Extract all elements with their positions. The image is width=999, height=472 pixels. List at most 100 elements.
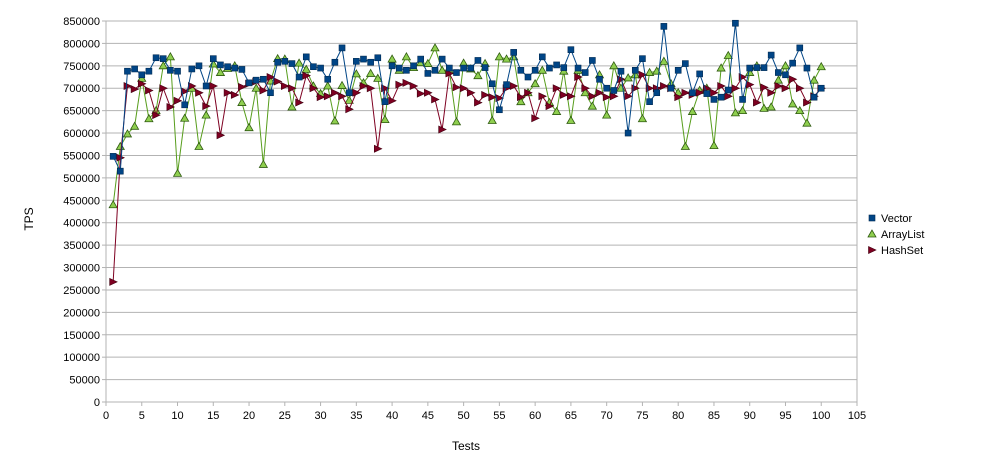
hashset-point-60 bbox=[531, 114, 540, 123]
hashset-point-32 bbox=[331, 88, 340, 97]
y-tick-label-10: 500000 bbox=[63, 173, 100, 185]
hashset-point-61 bbox=[538, 92, 548, 101]
hashset-point-27 bbox=[295, 98, 304, 107]
vector-point-48 bbox=[446, 64, 453, 72]
vector-point-98 bbox=[803, 64, 811, 72]
x-tick-label-4: 20 bbox=[243, 410, 255, 422]
legend-label-hashset: HashSet bbox=[881, 245, 923, 257]
arraylist-point-45 bbox=[423, 58, 433, 67]
arraylist-point-8 bbox=[158, 61, 168, 70]
arraylist-point-78 bbox=[659, 56, 669, 65]
vector-point-82 bbox=[689, 89, 696, 97]
legend-item-vector: Vector bbox=[868, 213, 913, 225]
arraylist-point-35 bbox=[351, 69, 362, 78]
hashset-point-59 bbox=[524, 88, 533, 97]
arraylist-point-71 bbox=[609, 61, 619, 70]
arraylist-point-73 bbox=[623, 73, 633, 82]
vector-point-74 bbox=[631, 67, 639, 74]
vector-point-46 bbox=[431, 67, 439, 74]
arraylist-point-27 bbox=[294, 58, 304, 67]
vector-point-2 bbox=[117, 167, 124, 175]
arraylist-point-95 bbox=[780, 61, 791, 70]
vector-point-15 bbox=[209, 55, 217, 62]
vector-point-56 bbox=[503, 81, 510, 88]
arraylist-point-82 bbox=[687, 106, 698, 115]
vector-point-8 bbox=[159, 55, 167, 62]
y-axis-ticks: 0 50000 100000 150000 200000 250000 300000 3500… bbox=[63, 16, 106, 409]
arraylist-point-4 bbox=[129, 121, 140, 130]
arraylist-point-49 bbox=[451, 117, 462, 126]
vector-point-53 bbox=[481, 64, 489, 71]
y-tick-label-8: 400000 bbox=[63, 218, 100, 230]
legend: Vector ArrayList HashSet bbox=[867, 213, 924, 257]
hashset-point-35 bbox=[352, 88, 362, 97]
hashset-point-45 bbox=[424, 88, 433, 97]
vector-point-78 bbox=[660, 23, 668, 30]
vector-point-91 bbox=[753, 64, 761, 71]
arraylist-point-3 bbox=[122, 129, 133, 138]
arraylist-point-60 bbox=[530, 78, 540, 88]
arraylist-point-22 bbox=[258, 159, 269, 168]
x-tick-label-0: 0 bbox=[103, 410, 109, 422]
arraylist-point-100 bbox=[816, 61, 826, 71]
x-tick-label-15: 75 bbox=[636, 410, 648, 422]
vector-point-13 bbox=[195, 62, 203, 70]
vector-point-55 bbox=[496, 106, 503, 114]
hashset-point-44 bbox=[416, 89, 426, 98]
vector-point-21 bbox=[252, 76, 260, 84]
vector-point-79 bbox=[667, 84, 675, 92]
hashset-point-57 bbox=[509, 82, 519, 90]
vector-point-88 bbox=[732, 19, 739, 27]
vector-point-96 bbox=[789, 59, 796, 67]
y-tick-label-14: 700000 bbox=[63, 83, 100, 95]
hashset-point-14 bbox=[202, 102, 211, 111]
arraylist-point-70 bbox=[601, 110, 612, 119]
vector-point-87 bbox=[724, 86, 732, 94]
vector-point-28 bbox=[302, 53, 310, 61]
vector-point-84 bbox=[703, 90, 711, 97]
hashset-point-65 bbox=[567, 92, 576, 101]
arraylist-point-94 bbox=[773, 75, 784, 84]
vector-point-34 bbox=[345, 89, 353, 97]
arraylist-point-58 bbox=[516, 96, 526, 106]
x-tick-label-3: 15 bbox=[207, 410, 219, 422]
x-tick-label-2: 10 bbox=[171, 410, 183, 422]
hashset-point-11 bbox=[180, 87, 190, 96]
arraylist-point-38 bbox=[373, 73, 383, 82]
hashset-point-29 bbox=[309, 84, 319, 93]
series-layer bbox=[108, 19, 826, 286]
arraylist-point-87 bbox=[723, 50, 733, 59]
y-tick-label-1: 50000 bbox=[69, 375, 100, 387]
hashset-point-85 bbox=[710, 88, 719, 97]
hashset-point-17 bbox=[223, 88, 233, 97]
vector-point-22 bbox=[260, 75, 267, 83]
y-tick-label-17: 850000 bbox=[63, 16, 100, 28]
vector-point-69 bbox=[596, 75, 603, 83]
vector-point-33 bbox=[338, 44, 346, 52]
hashset-point-51 bbox=[466, 88, 476, 97]
x-tick-label-20: 100 bbox=[812, 410, 830, 422]
arraylist-point-52 bbox=[473, 70, 483, 80]
vector-point-76 bbox=[646, 98, 653, 105]
hashset-point-38 bbox=[373, 144, 383, 153]
y-tick-label-7: 350000 bbox=[63, 240, 100, 252]
arraylist-point-40 bbox=[387, 54, 397, 63]
vector-point-39 bbox=[381, 98, 389, 105]
arraylist-point-42 bbox=[401, 52, 412, 61]
vector-point-60 bbox=[531, 67, 539, 74]
hashset-point-91 bbox=[753, 98, 762, 107]
vector-point-18 bbox=[231, 64, 239, 72]
vector-point-37 bbox=[367, 58, 374, 66]
hashset-point-9 bbox=[166, 103, 176, 112]
x-tick-label-1: 5 bbox=[139, 410, 145, 422]
x-tick-label-17: 85 bbox=[708, 410, 720, 422]
arraylist-point-98 bbox=[802, 118, 812, 127]
arraylist-point-65 bbox=[566, 115, 576, 124]
y-tick-label-11: 550000 bbox=[63, 150, 100, 162]
legend-marker-hashset bbox=[868, 246, 877, 254]
vector-point-83 bbox=[696, 70, 703, 78]
hashset-point-80 bbox=[674, 93, 683, 102]
vector-point-93 bbox=[767, 51, 775, 59]
arraylist-point-21 bbox=[251, 83, 261, 92]
